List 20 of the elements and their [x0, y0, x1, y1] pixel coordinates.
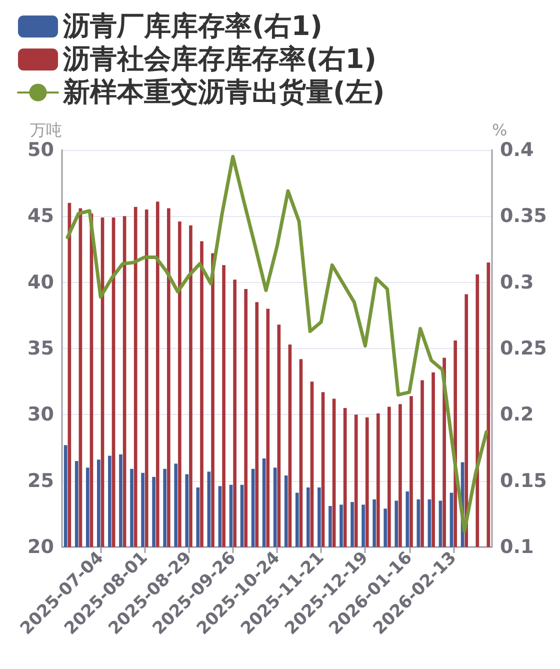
y2-tick-label: 0.1 [500, 536, 534, 558]
y2-tick-label: 0.2 [500, 404, 534, 426]
y-tick-label: 40 [28, 271, 54, 294]
y-tick-label: 50 [28, 139, 54, 161]
y-tick-label: 35 [28, 338, 54, 360]
y2-axis-title: % [492, 120, 508, 140]
y2-tick-label: 0.35 [500, 205, 547, 228]
y2-tick-label: 0.25 [500, 338, 547, 360]
line-series [66, 154, 488, 533]
y-tick-label: 45 [28, 205, 54, 228]
y-tick-label: 25 [28, 470, 54, 492]
legend-label: 沥青社会库存库存率(右1) [62, 44, 376, 75]
y2-tick-label: 0.15 [500, 470, 547, 492]
y-tick-label: 20 [28, 536, 54, 558]
y-tick-label: 30 [28, 404, 54, 426]
y2-tick-label: 0.3 [500, 271, 534, 294]
legend-label: 沥青厂库库存率(右1) [62, 11, 322, 42]
y-axis-title: 万吨 [30, 120, 62, 140]
y2-tick-label: 0.4 [500, 139, 534, 161]
legend-label: 新样本重交沥青出货量(左) [62, 77, 385, 108]
